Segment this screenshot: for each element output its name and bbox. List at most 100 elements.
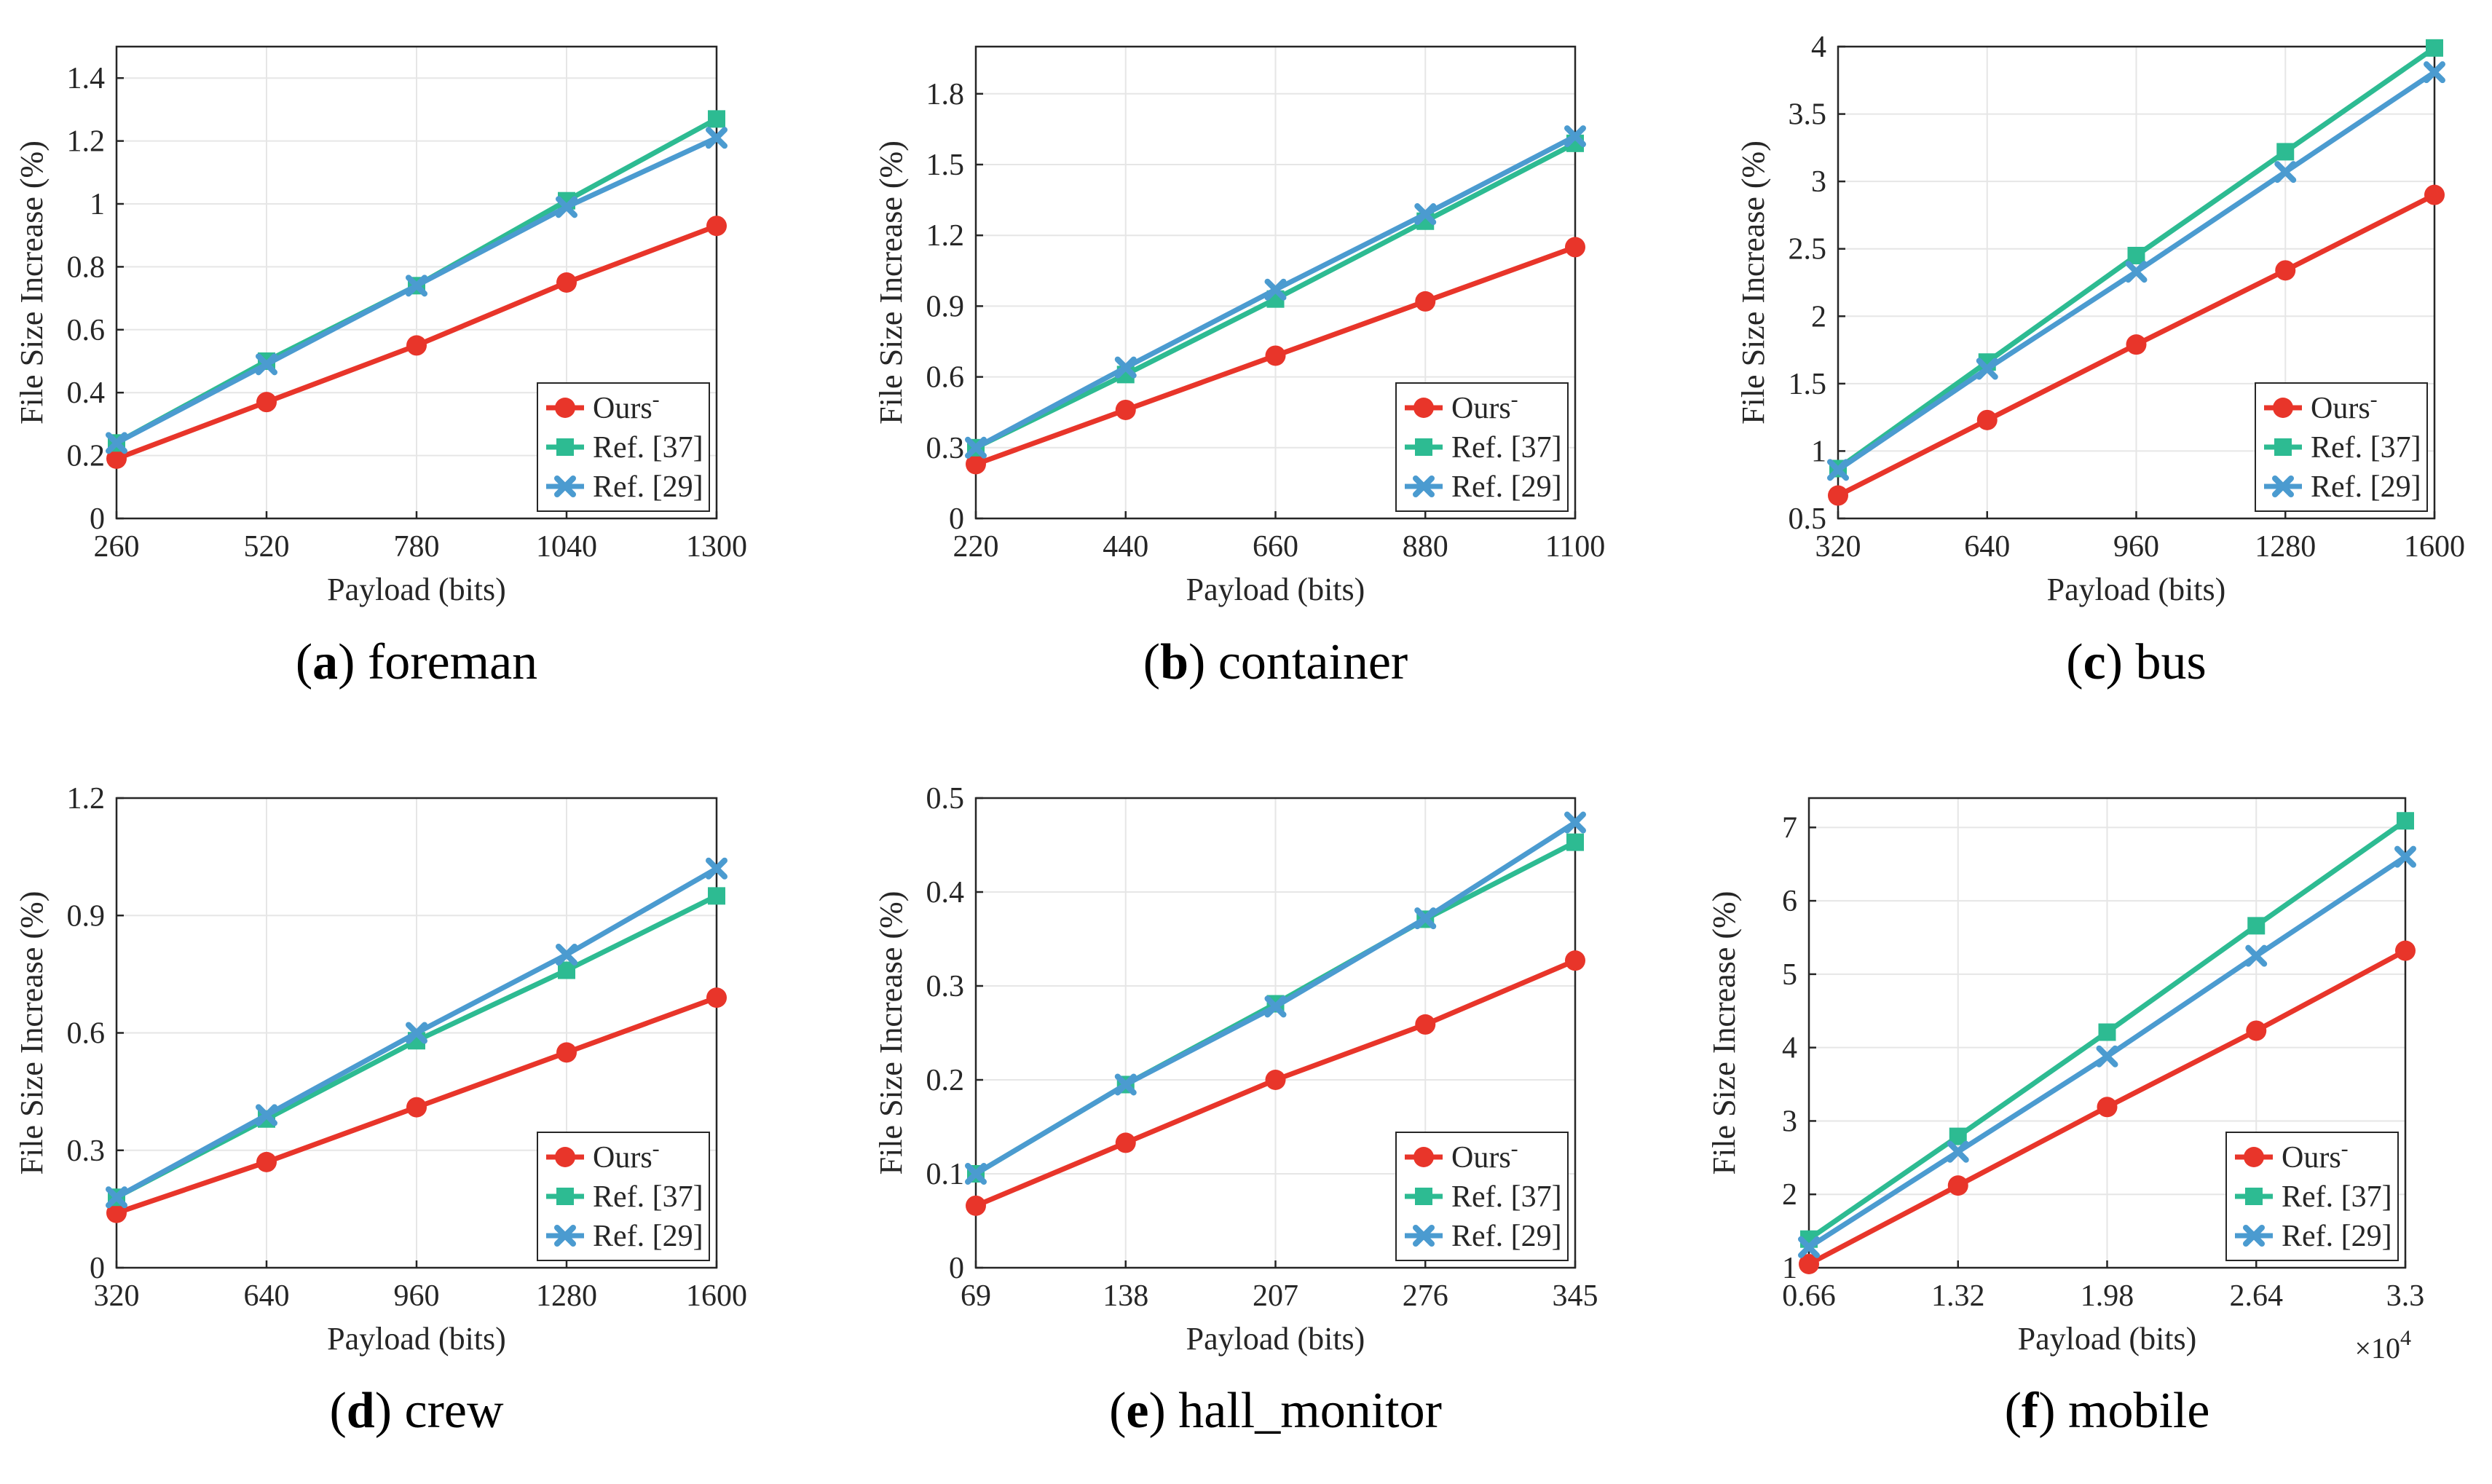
legend-marker-ours: [2273, 398, 2293, 418]
y-tick-label: 0.2: [926, 1064, 965, 1097]
legend-marker-ref37: [1415, 438, 1432, 456]
data-point-ref37: [708, 110, 725, 128]
y-axis-label: File Size Increase (%): [1735, 141, 1771, 425]
legend-label-ours: Ours-: [593, 387, 660, 425]
data-point-ref37: [2098, 1023, 2116, 1041]
legend-marker-ours: [1413, 1147, 1434, 1167]
y-tick-label: 1: [90, 188, 105, 221]
legend-label-ref37: Ref. [37]: [593, 1180, 703, 1214]
data-point-ours: [406, 335, 427, 356]
y-tick-label: 5: [1782, 958, 1797, 992]
caption-name: bus: [2135, 634, 2206, 690]
data-point-ours: [2097, 1097, 2118, 1118]
data-point-ref37: [708, 887, 725, 905]
data-point-ours: [256, 392, 277, 413]
chart-panel-d: 320 640 960 1280 1600 0 0.3 0.6 0.9 1.2 Payload (b…: [14, 782, 747, 1439]
y-tick-label: 0.8: [67, 250, 106, 284]
legend-marker-ref37: [556, 1188, 574, 1205]
x-axis-label: Payload (bits): [2047, 572, 2226, 607]
x-tick-label: 1040: [536, 530, 597, 564]
legend-label-superscript: -: [1511, 387, 1518, 411]
legend-marker-ours: [555, 1147, 575, 1167]
x-tick-label: 960: [394, 1279, 440, 1313]
data-point-ref29: [1264, 278, 1287, 301]
caption-paren: (: [1143, 634, 1160, 690]
data-point-ref29: [2096, 1045, 2118, 1067]
data-point-ref29: [965, 436, 987, 459]
data-point-ours: [966, 454, 986, 475]
legend-label-ours: Ours-: [1451, 1137, 1518, 1175]
data-point-ref29: [1564, 811, 1586, 834]
caption-name: foreman: [368, 634, 537, 690]
x-tick-label: 276: [1403, 1279, 1448, 1313]
data-point-ours: [1115, 399, 1136, 420]
y-tick-label: 0: [949, 1252, 964, 1285]
y-tick-label: 1: [1782, 1252, 1797, 1285]
caption-paren: ): [375, 1383, 405, 1439]
legend-label-superscript: -: [652, 387, 660, 411]
legend-label-superscript: -: [652, 1137, 660, 1161]
y-tick-label: 1.4: [67, 62, 106, 95]
data-point-ref29: [706, 127, 728, 149]
y-tick-label: 0: [90, 1252, 105, 1285]
y-tick-label: 0.1: [926, 1158, 965, 1191]
data-point-ref29: [1976, 358, 1998, 380]
caption-name: hall_monitor: [1178, 1383, 1442, 1439]
x-axis-label: Payload (bits): [2018, 1321, 2197, 1357]
x-tick-label: 1600: [686, 1279, 747, 1313]
y-tick-label: 6: [1782, 885, 1797, 918]
x-tick-label: 960: [2113, 530, 2159, 564]
y-tick-label: 1.2: [926, 219, 965, 253]
x-tick-label: 207: [1253, 1279, 1298, 1313]
x-tick-label: 2.64: [2230, 1279, 2284, 1313]
y-tick-label: 1.5: [1789, 368, 1827, 401]
y-tick-label: 0.3: [926, 970, 965, 1003]
x-tick-label: 69: [961, 1279, 991, 1313]
x-tick-label: 1.98: [2081, 1279, 2134, 1313]
data-point-ours: [2395, 940, 2416, 961]
x-tick-label: 1.32: [1931, 1279, 1985, 1313]
legend-marker-ref37: [2274, 438, 2292, 456]
y-axis-label: File Size Increase (%): [1706, 891, 1742, 1175]
data-point-ours: [1828, 485, 1848, 506]
data-point-ref29: [1114, 1073, 1137, 1096]
x-axis-exponent: ×104: [2354, 1326, 2411, 1365]
legend-label-ref37: Ref. [37]: [593, 431, 703, 465]
caption-paren: ): [2106, 634, 2136, 690]
data-point-ref29: [256, 353, 277, 376]
y-tick-label: 1.5: [926, 149, 965, 182]
data-point-ref29: [406, 1022, 427, 1044]
x-tick-label: 780: [394, 530, 440, 564]
legend-label-ref29: Ref. [29]: [1451, 470, 1562, 504]
caption-letter: f: [2022, 1383, 2039, 1439]
y-tick-label: 2: [1811, 300, 1826, 333]
y-axis-label: File Size Increase (%): [14, 891, 50, 1175]
x-axis-exponent-power: 4: [2400, 1326, 2411, 1350]
caption-paren: (: [1109, 1383, 1126, 1439]
caption-letter: e: [1126, 1383, 1148, 1439]
data-point-ours: [2424, 184, 2445, 205]
caption-paren: (: [2066, 634, 2083, 690]
x-tick-label: 660: [1253, 530, 1298, 564]
legend-label-ref37: Ref. [37]: [1451, 1180, 1562, 1214]
legend-label-superscript: -: [1511, 1137, 1518, 1161]
caption-paren: ): [1188, 634, 1218, 690]
legend-label-ref37: Ref. [37]: [1451, 431, 1562, 465]
data-point-ours: [106, 448, 127, 469]
y-tick-label: 1.2: [67, 782, 106, 816]
data-point-ours: [1415, 1014, 1436, 1035]
chart-panel-c: 320 640 960 1280 1600 0.5 1 1.5 2 2.5 3 3.5 4 Payload…: [1735, 31, 2465, 690]
data-point-ours: [2246, 1020, 2267, 1041]
x-tick-label: 320: [94, 1279, 140, 1313]
data-point-ours: [706, 987, 727, 1009]
legend-label-ours: Ours-: [2282, 1137, 2349, 1175]
y-tick-label: 2.5: [1789, 233, 1827, 267]
x-tick-label: 1100: [1545, 530, 1605, 564]
y-axis-label: File Size Increase (%): [873, 891, 909, 1175]
legend: Ours- Ref. [37] Ref. [29]: [2255, 382, 2428, 512]
legend-label-ours: Ours-: [2311, 387, 2378, 425]
legend-label-superscript: -: [2341, 1137, 2349, 1161]
data-point-ours: [556, 272, 577, 293]
x-tick-label: 345: [1553, 1279, 1598, 1313]
data-point-ref29: [1264, 995, 1287, 1018]
